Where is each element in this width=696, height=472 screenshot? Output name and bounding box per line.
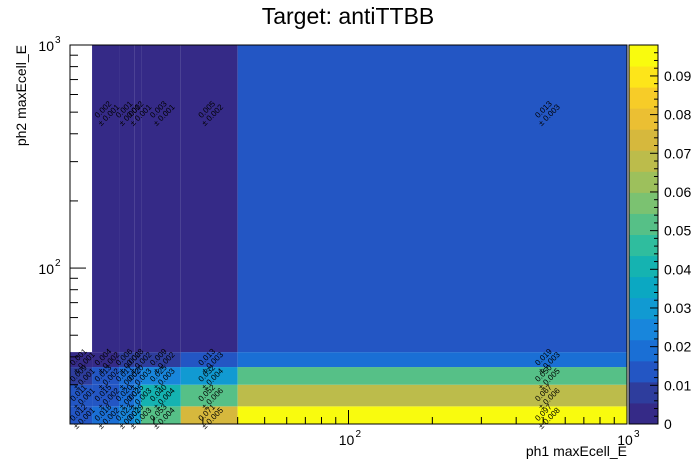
heatmap-cell	[180, 45, 238, 353]
heatmap-cell	[92, 384, 120, 407]
color-scale-swatch	[629, 381, 658, 404]
chart-title: Target: antiTTBB	[262, 3, 435, 29]
heatmap-cell	[119, 352, 135, 368]
y-tick-label: 10	[38, 38, 54, 54]
heatmap-cell	[180, 352, 238, 368]
x-axis: 10 2 10 3	[69, 410, 640, 448]
color-scale-swatch	[629, 108, 658, 130]
x-tick-exponent: 3	[634, 429, 640, 440]
color-scale-swatch	[629, 276, 658, 299]
color-scale-swatch	[629, 234, 658, 257]
heatmap-cell	[180, 367, 238, 385]
heatmap-cell	[70, 406, 93, 424]
x-tick-label: 10	[617, 432, 633, 448]
color-scale-swatch	[629, 318, 658, 341]
heatmap-cell	[237, 406, 627, 424]
heatmap-cell	[134, 352, 142, 368]
heatmap-cell	[237, 367, 627, 385]
heatmap-cell	[180, 384, 238, 407]
color-axis-label: 0.03	[664, 300, 691, 316]
heatmap-cell	[70, 367, 93, 385]
color-axis-label: 0.07	[664, 145, 691, 161]
color-scale-swatch	[629, 360, 658, 383]
color-scale-swatch	[629, 66, 658, 88]
color-axis-label: 0	[664, 416, 672, 432]
y-tick-exponent: 3	[55, 35, 61, 46]
color-scale-swatch	[629, 297, 658, 320]
color-scale-swatch	[629, 87, 658, 109]
color-scale-swatch	[629, 402, 658, 425]
heatmap-cell	[141, 367, 181, 385]
heatmap-cell	[237, 45, 627, 353]
heatmap-cell	[141, 406, 181, 424]
heatmap-cell	[141, 352, 181, 368]
heatmap-cell	[119, 45, 135, 353]
x-axis-label: ph1 maxEcell_E	[526, 443, 627, 459]
heatmap-cell	[70, 352, 93, 368]
color-axis-label: 0.01	[664, 377, 691, 393]
y-tick-exponent: 2	[55, 258, 61, 269]
color-scale-swatch	[629, 192, 658, 214]
heatmap-cells	[70, 45, 627, 424]
heatmap-cell	[119, 384, 135, 407]
heatmap-cell	[70, 384, 93, 407]
color-scale-swatch	[629, 150, 658, 172]
color-scale-swatch	[629, 213, 658, 235]
heatmap-cell	[92, 367, 120, 385]
y-axis-label: ph2 maxEcell_E	[13, 45, 29, 146]
heatmap-cell	[92, 406, 120, 424]
heatmap-cell	[180, 406, 238, 424]
x-tick-exponent: 2	[356, 429, 362, 440]
color-axis-label: 0.05	[664, 223, 691, 239]
heatmap-cell	[119, 367, 135, 385]
color-scale-bar	[628, 44, 659, 425]
heatmap-cell	[134, 406, 142, 424]
color-axis-label: 0.09	[664, 68, 691, 84]
heatmap-cell	[134, 45, 142, 353]
color-axis-label: 0.04	[664, 261, 691, 277]
color-scale-axis: 0 0.01 0.02 0.03 0.04 0.05 0.06 0.07 0.08 0.09	[650, 44, 691, 432]
color-scale-swatch	[629, 129, 658, 151]
heatmap-cell	[237, 384, 627, 407]
heatmap-cell	[119, 406, 135, 424]
heatmap-cell	[92, 45, 120, 353]
color-axis-label: 0.06	[664, 184, 691, 200]
heatmap-cell	[141, 45, 181, 353]
y-tick-label: 10	[38, 261, 54, 277]
heatmap-cell	[141, 384, 181, 407]
color-scale-swatch	[629, 255, 658, 278]
heatmap-cell	[237, 352, 627, 368]
heatmap-cell	[134, 367, 142, 385]
color-scale-swatch	[629, 45, 658, 67]
color-scale-swatch	[629, 339, 658, 362]
color-axis-label: 0.08	[664, 107, 691, 123]
heatmap-cell	[92, 352, 120, 368]
heatmap-cell	[134, 384, 142, 407]
color-axis-label: 0.02	[664, 339, 691, 355]
x-tick-label: 10	[339, 432, 355, 448]
color-scale-swatch	[629, 171, 658, 193]
